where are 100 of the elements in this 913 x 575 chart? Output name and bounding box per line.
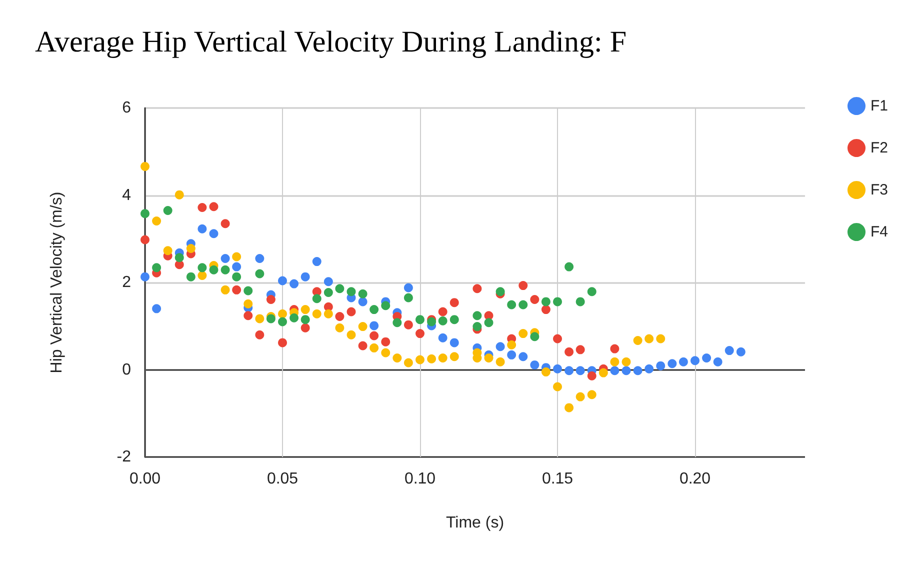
point bbox=[553, 297, 562, 306]
legend-label: F4 bbox=[870, 224, 888, 240]
point bbox=[404, 283, 413, 292]
point bbox=[198, 271, 207, 280]
point bbox=[370, 321, 379, 330]
point bbox=[518, 300, 528, 310]
point bbox=[186, 244, 196, 253]
point bbox=[541, 367, 550, 376]
point bbox=[484, 318, 494, 328]
point bbox=[713, 357, 722, 366]
point bbox=[450, 338, 459, 348]
point bbox=[198, 202, 207, 212]
point bbox=[622, 357, 631, 366]
point bbox=[553, 364, 562, 374]
point bbox=[335, 312, 344, 322]
point bbox=[530, 295, 540, 304]
x-axis-title: Time (s) bbox=[446, 514, 504, 532]
point bbox=[496, 357, 505, 366]
point bbox=[438, 307, 448, 316]
point bbox=[472, 284, 482, 294]
point bbox=[610, 357, 620, 366]
point bbox=[564, 366, 574, 376]
point bbox=[610, 366, 620, 376]
point bbox=[140, 209, 150, 218]
point bbox=[564, 403, 574, 412]
point bbox=[576, 297, 585, 306]
point bbox=[232, 285, 242, 294]
point bbox=[416, 329, 424, 338]
point bbox=[358, 289, 368, 298]
point bbox=[484, 353, 494, 362]
point bbox=[186, 272, 196, 282]
point bbox=[290, 313, 299, 322]
point bbox=[633, 336, 642, 346]
x-tick-label: 0.15 bbox=[542, 470, 574, 488]
point bbox=[736, 347, 746, 356]
point bbox=[507, 300, 516, 310]
x-tick-label: 0.10 bbox=[404, 470, 436, 488]
point bbox=[346, 330, 356, 340]
point bbox=[209, 202, 218, 212]
point bbox=[244, 286, 253, 296]
point bbox=[576, 345, 585, 354]
point bbox=[587, 287, 596, 296]
point bbox=[404, 320, 413, 330]
y-tick-label: 4 bbox=[122, 186, 132, 204]
point bbox=[633, 366, 642, 376]
point bbox=[209, 265, 218, 274]
point bbox=[553, 382, 562, 392]
y-tick-label: 2 bbox=[122, 274, 132, 291]
x-tick-label: 0.00 bbox=[129, 470, 161, 488]
point bbox=[598, 368, 608, 378]
point bbox=[232, 252, 242, 262]
point bbox=[152, 304, 162, 314]
point bbox=[496, 342, 505, 352]
point bbox=[220, 265, 230, 274]
point bbox=[300, 323, 310, 332]
point bbox=[587, 390, 596, 400]
point bbox=[416, 315, 424, 324]
point bbox=[507, 350, 516, 360]
point bbox=[518, 281, 528, 290]
point bbox=[724, 346, 734, 356]
point bbox=[564, 347, 574, 356]
point bbox=[232, 272, 242, 282]
point bbox=[392, 318, 402, 328]
y-tick-label: 6 bbox=[122, 100, 132, 116]
point bbox=[174, 190, 184, 200]
point bbox=[668, 359, 677, 368]
point bbox=[244, 299, 253, 308]
point bbox=[576, 392, 585, 402]
point bbox=[152, 263, 162, 272]
point bbox=[381, 348, 390, 358]
point bbox=[518, 352, 528, 362]
legend-label: F2 bbox=[870, 140, 888, 156]
point bbox=[427, 354, 436, 364]
point bbox=[278, 338, 287, 348]
x-tick-label: 0.20 bbox=[679, 470, 711, 488]
point bbox=[312, 257, 322, 266]
point bbox=[404, 293, 413, 302]
point bbox=[644, 334, 654, 344]
point bbox=[450, 298, 459, 308]
point bbox=[255, 254, 264, 264]
point bbox=[587, 371, 596, 380]
point bbox=[381, 301, 390, 310]
point bbox=[255, 314, 264, 324]
point bbox=[232, 262, 242, 272]
point bbox=[278, 276, 287, 286]
point bbox=[438, 333, 448, 342]
point bbox=[404, 358, 413, 368]
point bbox=[300, 305, 310, 314]
point bbox=[392, 353, 402, 362]
point bbox=[346, 307, 356, 316]
y-tick-label: -2 bbox=[116, 448, 132, 466]
point bbox=[290, 279, 299, 288]
point bbox=[622, 366, 631, 376]
legend-label: F1 bbox=[870, 98, 888, 114]
point bbox=[209, 229, 218, 238]
point bbox=[324, 277, 333, 286]
point bbox=[450, 315, 459, 324]
point bbox=[438, 316, 448, 326]
point bbox=[312, 309, 322, 318]
point bbox=[358, 341, 368, 350]
